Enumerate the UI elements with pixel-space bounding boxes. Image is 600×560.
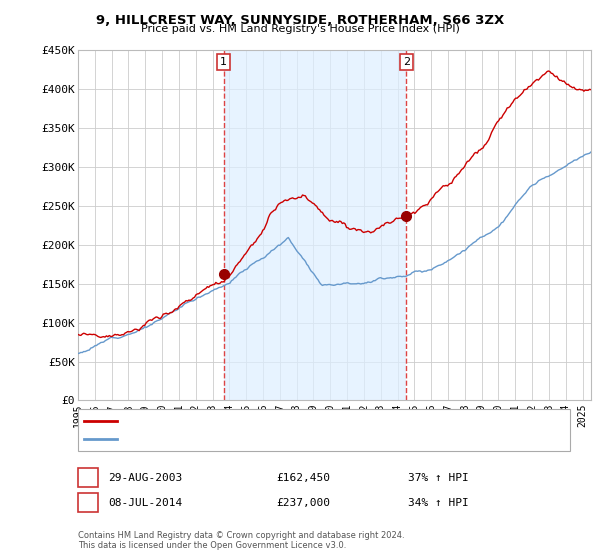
Text: Contains HM Land Registry data © Crown copyright and database right 2024.
This d: Contains HM Land Registry data © Crown c… [78, 530, 404, 550]
Text: 29-AUG-2003: 29-AUG-2003 [108, 473, 182, 483]
Text: 1: 1 [220, 57, 227, 67]
Text: 37% ↑ HPI: 37% ↑ HPI [408, 473, 469, 483]
Text: £237,000: £237,000 [276, 498, 330, 508]
Text: 9, HILLCREST WAY, SUNNYSIDE, ROTHERHAM, S66 3ZX: 9, HILLCREST WAY, SUNNYSIDE, ROTHERHAM, … [96, 14, 504, 27]
Text: 9, HILLCREST WAY, SUNNYSIDE, ROTHERHAM, S66 3ZX (detached house): 9, HILLCREST WAY, SUNNYSIDE, ROTHERHAM, … [123, 416, 481, 426]
Text: 2: 2 [403, 57, 410, 67]
Text: 08-JUL-2014: 08-JUL-2014 [108, 498, 182, 508]
Text: £162,450: £162,450 [276, 473, 330, 483]
Bar [224, 50, 406, 400]
Text: 34% ↑ HPI: 34% ↑ HPI [408, 498, 469, 508]
Text: HPI: Average price, detached house, Rotherham: HPI: Average price, detached house, Roth… [123, 434, 358, 444]
Text: Price paid vs. HM Land Registry's House Price Index (HPI): Price paid vs. HM Land Registry's House … [140, 24, 460, 34]
Text: 2: 2 [85, 498, 91, 508]
Text: 1: 1 [85, 473, 91, 483]
